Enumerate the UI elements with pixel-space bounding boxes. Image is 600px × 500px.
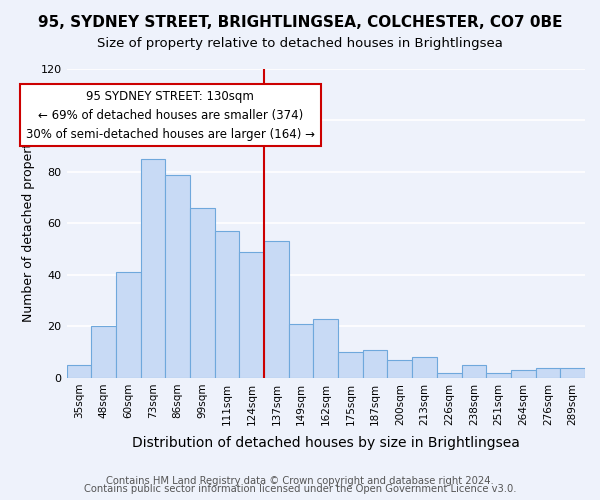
Text: Contains HM Land Registry data © Crown copyright and database right 2024.: Contains HM Land Registry data © Crown c…: [106, 476, 494, 486]
Bar: [461, 365, 486, 378]
Bar: [215, 231, 239, 378]
Bar: [140, 159, 165, 378]
Bar: [437, 373, 461, 378]
Bar: [165, 174, 190, 378]
Bar: [264, 242, 289, 378]
Bar: [388, 360, 412, 378]
Bar: [560, 368, 585, 378]
Y-axis label: Number of detached properties: Number of detached properties: [22, 125, 35, 322]
Bar: [190, 208, 215, 378]
Bar: [239, 252, 264, 378]
Bar: [67, 365, 91, 378]
Bar: [511, 370, 536, 378]
Text: 95 SYDNEY STREET: 130sqm
← 69% of detached houses are smaller (374)
30% of semi-: 95 SYDNEY STREET: 130sqm ← 69% of detach…: [26, 90, 314, 140]
Bar: [486, 373, 511, 378]
Bar: [536, 368, 560, 378]
Bar: [116, 272, 140, 378]
Text: 95, SYDNEY STREET, BRIGHTLINGSEA, COLCHESTER, CO7 0BE: 95, SYDNEY STREET, BRIGHTLINGSEA, COLCHE…: [38, 15, 562, 30]
Bar: [338, 352, 363, 378]
Bar: [412, 358, 437, 378]
Bar: [289, 324, 313, 378]
Bar: [91, 326, 116, 378]
Bar: [313, 318, 338, 378]
Text: Contains public sector information licensed under the Open Government Licence v3: Contains public sector information licen…: [84, 484, 516, 494]
X-axis label: Distribution of detached houses by size in Brightlingsea: Distribution of detached houses by size …: [132, 436, 520, 450]
Text: Size of property relative to detached houses in Brightlingsea: Size of property relative to detached ho…: [97, 38, 503, 51]
Bar: [363, 350, 388, 378]
